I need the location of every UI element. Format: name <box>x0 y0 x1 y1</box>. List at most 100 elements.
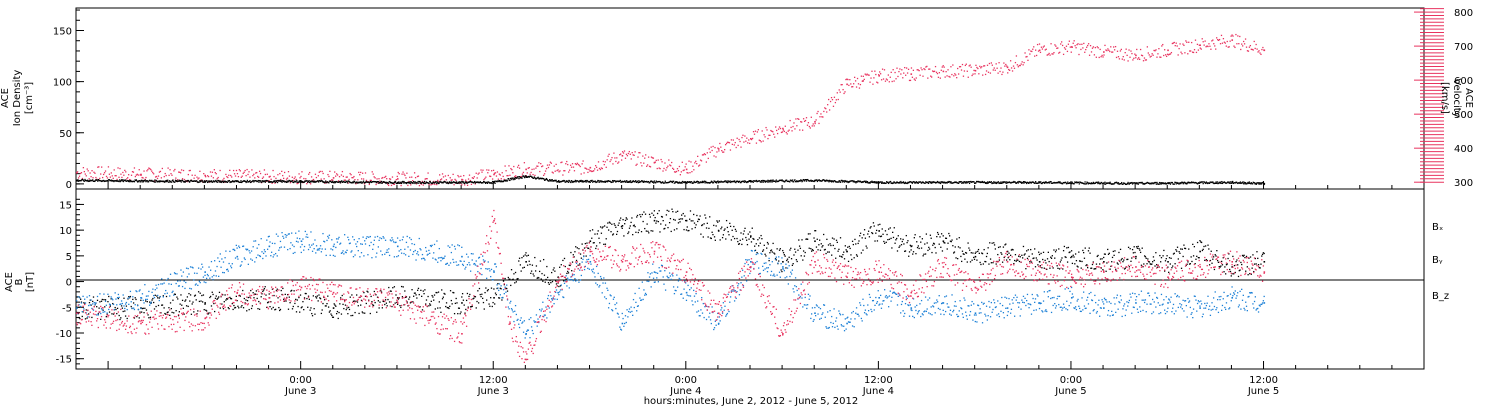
data-point <box>879 73 882 75</box>
data-point <box>1127 246 1130 249</box>
data-point <box>323 296 325 298</box>
data-point <box>157 175 160 177</box>
data-point <box>464 179 467 181</box>
data-point <box>215 180 218 183</box>
data-point <box>764 253 766 255</box>
data-point <box>646 223 648 225</box>
data-point <box>917 245 919 247</box>
data-point <box>576 162 578 164</box>
data-point <box>652 214 655 216</box>
data-point <box>774 253 776 255</box>
data-point <box>649 166 652 168</box>
data-point <box>883 69 886 71</box>
data-point <box>1103 256 1105 259</box>
data-point <box>985 255 988 258</box>
data-point <box>88 295 91 297</box>
data-point <box>1228 253 1230 255</box>
data-point <box>677 170 680 172</box>
data-point <box>485 287 487 289</box>
data-point <box>240 180 242 182</box>
data-point <box>962 75 965 77</box>
data-point <box>120 303 122 305</box>
data-point <box>411 182 414 184</box>
data-point <box>936 182 938 184</box>
data-point <box>843 181 846 183</box>
data-point <box>100 173 102 175</box>
data-point <box>109 305 111 307</box>
data-point <box>178 171 180 173</box>
data-point-key <box>1135 182 1137 185</box>
data-point <box>724 228 726 230</box>
data-point <box>119 180 121 183</box>
data-point <box>1222 38 1225 40</box>
data-point <box>930 75 932 77</box>
data-point <box>106 177 109 179</box>
data-point <box>127 174 130 176</box>
data-point <box>978 73 980 75</box>
data-point <box>276 288 278 290</box>
data-point <box>249 176 251 178</box>
data-point <box>876 240 879 242</box>
bottom-tick-label: -5 <box>62 303 72 314</box>
data-point <box>1013 259 1016 262</box>
data-point <box>453 292 455 294</box>
data-point <box>582 160 584 162</box>
data-point <box>1176 250 1178 252</box>
data-point <box>464 182 466 184</box>
data-point <box>1030 182 1032 184</box>
data-point <box>1177 258 1179 260</box>
data-point <box>82 167 85 169</box>
data-point <box>756 131 759 133</box>
data-point <box>1253 270 1255 273</box>
data-point <box>1057 267 1059 270</box>
data-point <box>665 214 668 216</box>
data-point <box>481 293 483 295</box>
data-point <box>860 252 863 254</box>
data-point <box>631 181 633 183</box>
data-point <box>462 179 464 181</box>
data-point <box>82 179 84 181</box>
data-point <box>810 116 812 118</box>
data-point <box>126 178 128 180</box>
data-point <box>207 313 209 315</box>
data-point <box>1223 41 1226 43</box>
data-point <box>737 181 740 183</box>
data-point <box>219 181 222 183</box>
data-point <box>180 181 182 183</box>
data-point <box>1163 249 1165 252</box>
data-point <box>610 231 612 233</box>
data-point <box>389 290 392 292</box>
data-point <box>546 276 549 279</box>
data-point <box>326 181 329 183</box>
data-point <box>401 296 404 298</box>
data-point <box>506 290 509 292</box>
data-point <box>389 180 391 183</box>
data-point <box>362 180 365 182</box>
data-point <box>187 179 189 182</box>
data-point <box>697 155 699 158</box>
data-point <box>1260 263 1262 265</box>
data-point <box>538 162 540 164</box>
data-point <box>928 248 931 250</box>
data-point <box>841 256 843 258</box>
data-point <box>975 251 977 253</box>
data-point <box>1082 251 1085 254</box>
data-point <box>106 312 108 314</box>
data-point <box>540 162 542 165</box>
data-point <box>580 257 582 259</box>
data-point <box>410 181 412 183</box>
data-point-key <box>1135 255 1137 258</box>
data-point <box>1008 68 1010 71</box>
data-point <box>287 181 289 183</box>
data-point <box>80 301 83 303</box>
data-point <box>363 291 365 294</box>
data-point <box>830 181 833 183</box>
data-point <box>1235 181 1238 183</box>
data-point <box>751 137 754 140</box>
data-point <box>299 177 301 179</box>
data-point <box>226 298 228 300</box>
data-point <box>681 218 684 220</box>
data-point-key <box>1070 255 1073 258</box>
data-point <box>1241 43 1243 45</box>
data-point <box>487 172 489 174</box>
